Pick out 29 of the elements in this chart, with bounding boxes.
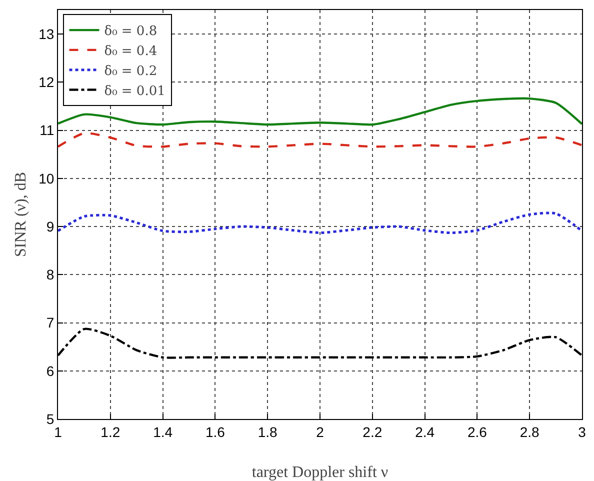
y-tick-label: 8	[46, 266, 54, 283]
line-series	[58, 97, 582, 126]
y-tick-label: 5	[46, 410, 54, 427]
x-tick-label: 2.6	[467, 424, 488, 440]
line-series	[58, 212, 582, 234]
x-axis-title: target Doppler shift ν	[252, 464, 388, 481]
x-tick-label: 2	[316, 424, 324, 440]
y-tick-label: 7	[46, 314, 54, 331]
legend-label: δ₀ = 0.2	[104, 64, 158, 79]
x-tick-label: 3	[578, 424, 586, 440]
x-tick-label: 2.8	[520, 424, 540, 440]
y-tick-label: 9	[46, 218, 54, 234]
y-tick-label: 6	[46, 362, 54, 379]
line-series	[58, 132, 582, 148]
y-tick-label: 13	[38, 26, 54, 42]
x-tick-label: 1.2	[100, 424, 120, 440]
x-tick-label: 1	[54, 424, 62, 440]
x-tick-label: 2.2	[362, 424, 382, 440]
legend-label: δ₀ = 0.01	[104, 84, 166, 99]
y-tick-label: 12	[38, 74, 54, 90]
x-tick-label: 1.4	[153, 424, 173, 440]
x-tick-label: 1.8	[258, 424, 278, 440]
y-tick-label: 10	[38, 170, 54, 186]
legend-label: δ₀ = 0.4	[104, 44, 158, 60]
y-tick-label: 11	[40, 122, 54, 138]
x-tick-label: 2.4	[415, 424, 435, 440]
legend-label: δ₀ = 0.8	[104, 24, 158, 40]
x-tick-label: 1.6	[205, 424, 226, 440]
y-axis-title: SINR (ν), dB	[12, 172, 30, 258]
